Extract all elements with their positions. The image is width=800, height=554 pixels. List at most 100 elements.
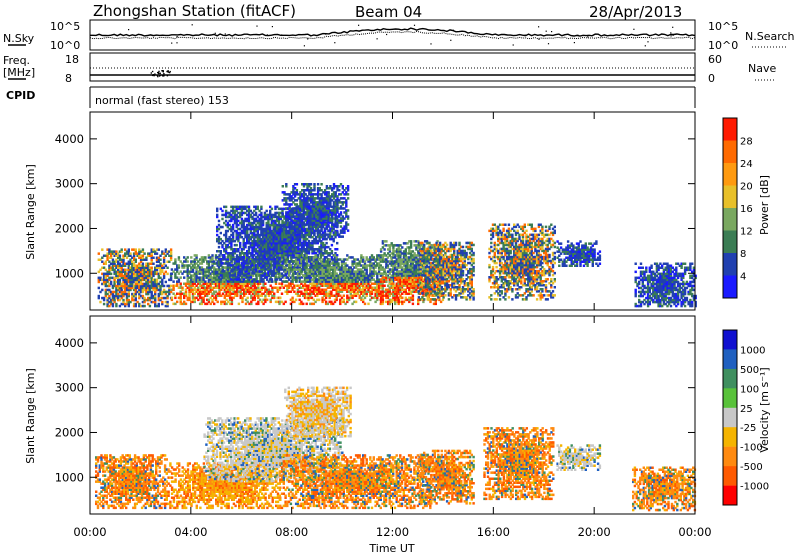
data-cell xyxy=(258,278,262,281)
data-cell xyxy=(288,248,291,251)
data-cell xyxy=(147,276,150,280)
data-cell xyxy=(113,284,116,288)
noise-tick-low-left: 10^0 xyxy=(50,39,80,52)
data-cell xyxy=(148,268,152,272)
data-cell xyxy=(299,215,302,218)
data-cell xyxy=(274,213,277,217)
data-cell xyxy=(136,278,139,282)
data-cell xyxy=(293,235,297,239)
data-cell xyxy=(127,262,130,265)
data-cell xyxy=(247,211,251,215)
data-cell xyxy=(179,294,182,297)
data-cell xyxy=(286,203,290,206)
noise-point xyxy=(587,36,589,38)
data-cell xyxy=(242,274,245,277)
data-cell xyxy=(336,241,339,245)
data-cell xyxy=(155,286,159,290)
data-cell xyxy=(309,241,312,245)
data-cell xyxy=(246,231,249,235)
data-cell xyxy=(260,294,264,297)
data-cell xyxy=(244,241,247,245)
data-cell xyxy=(127,254,130,257)
data-cell xyxy=(258,288,262,291)
data-cell xyxy=(240,250,244,253)
freq-tick-low: 8 xyxy=(65,72,72,85)
data-cell xyxy=(224,237,228,241)
data-cell xyxy=(323,223,327,226)
data-cell xyxy=(254,217,258,221)
data-cell xyxy=(254,233,258,237)
data-cell xyxy=(251,235,254,239)
data-cell xyxy=(244,252,247,255)
data-cell xyxy=(323,252,327,255)
data-cell xyxy=(316,256,319,259)
data-cell xyxy=(274,278,277,281)
noise-point xyxy=(450,39,452,41)
data-cell xyxy=(260,229,263,233)
data-cell xyxy=(313,264,316,267)
noise-point xyxy=(633,28,635,30)
data-cell xyxy=(237,290,241,293)
data-cell xyxy=(228,235,231,239)
data-cell xyxy=(288,233,291,237)
data-cell xyxy=(291,262,295,265)
data-cell xyxy=(108,296,111,300)
data-cell xyxy=(274,254,277,257)
data-cell xyxy=(263,274,267,277)
data-cell xyxy=(244,235,247,239)
data-cell xyxy=(293,225,297,229)
data-cell xyxy=(127,266,130,269)
data-cell xyxy=(244,288,248,291)
data-cell xyxy=(148,270,152,274)
data-cell xyxy=(309,209,313,212)
data-cell xyxy=(301,205,304,208)
data-cell xyxy=(200,284,204,287)
data-cell xyxy=(253,296,256,300)
data-cell xyxy=(301,213,304,216)
data-cell xyxy=(311,243,314,247)
data-cell xyxy=(237,223,240,227)
data-cell xyxy=(277,239,281,243)
data-cell xyxy=(266,288,269,291)
data-cell xyxy=(302,237,305,241)
data-cell xyxy=(244,302,248,306)
data-cell xyxy=(106,300,109,304)
data-cell xyxy=(325,225,329,228)
data-cell xyxy=(225,294,228,297)
data-cell xyxy=(131,264,134,267)
data-cell xyxy=(256,231,259,235)
data-cell xyxy=(218,286,221,289)
data-cell xyxy=(301,229,304,232)
data-cell xyxy=(204,256,207,259)
data-cell xyxy=(169,252,173,255)
data-cell xyxy=(257,290,260,293)
data-cell xyxy=(267,245,270,249)
data-cell xyxy=(155,280,159,284)
data-cell xyxy=(255,290,258,293)
data-cell xyxy=(302,197,306,200)
data-cell xyxy=(251,264,254,267)
data-cell xyxy=(297,243,300,247)
data-cell xyxy=(290,219,293,222)
data-cell xyxy=(325,241,328,245)
data-cell xyxy=(247,217,251,221)
data-cell xyxy=(216,250,219,253)
data-cell xyxy=(157,302,160,306)
data-cell xyxy=(290,213,293,216)
data-cell xyxy=(224,252,228,255)
data-cell xyxy=(169,256,173,259)
data-cell xyxy=(274,223,277,227)
data-cell xyxy=(301,195,304,198)
data-cell xyxy=(236,286,239,289)
data-cell xyxy=(216,278,219,281)
data-cell xyxy=(255,282,258,285)
data-cell xyxy=(256,252,259,255)
data-cell xyxy=(225,268,228,271)
data-cell xyxy=(293,229,297,232)
data-cell xyxy=(118,284,122,288)
data-cell xyxy=(267,250,270,253)
data-cell xyxy=(257,284,260,287)
data-cell xyxy=(250,302,253,306)
data-cell xyxy=(302,213,306,216)
data-cell xyxy=(330,227,334,231)
